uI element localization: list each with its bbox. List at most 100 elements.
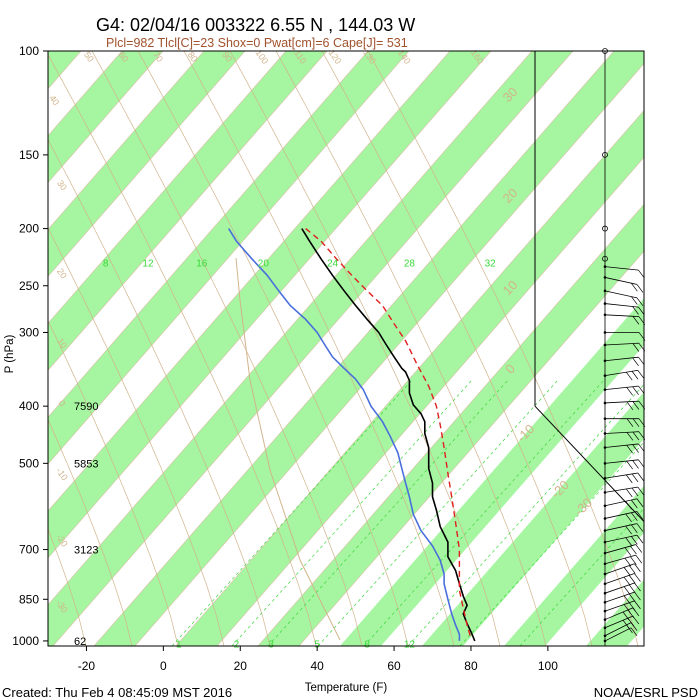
wind-dot bbox=[603, 639, 607, 643]
chart-header: G4: 02/04/16 003322 6.55 N , 144.03 W Pl… bbox=[96, 15, 415, 50]
wind-barb-flag bbox=[637, 370, 645, 379]
wind-barb-flag bbox=[634, 573, 641, 582]
axes: -20 0 20 40 60 80 1001001502002503004005007008… bbox=[12, 44, 558, 673]
wind-dot bbox=[603, 289, 607, 293]
wind-barb-flag bbox=[638, 356, 645, 366]
sounding-series bbox=[228, 228, 476, 642]
dry-adiabat-line bbox=[91, 51, 363, 646]
dry-adiabat-line bbox=[321, 51, 593, 646]
dry-adiabat-line bbox=[48, 227, 225, 646]
wind-barb-flag bbox=[631, 499, 638, 509]
dry-adiabat-line bbox=[48, 528, 87, 646]
wind-barb-flag bbox=[625, 537, 632, 546]
wind-barb-flag bbox=[626, 444, 633, 454]
mixing-ratio-label: 16 bbox=[196, 259, 208, 270]
x-tick-label: 40 bbox=[310, 659, 324, 673]
wind-barb-flag bbox=[623, 576, 631, 586]
wind-barb bbox=[604, 290, 638, 299]
isotherm-line bbox=[48, 51, 246, 277]
x-axis-label: Temperature (F) bbox=[305, 682, 388, 694]
isotherm-line bbox=[93, 51, 615, 646]
wind-dot bbox=[603, 591, 607, 595]
mixing-ratio-label: 1 bbox=[176, 639, 182, 650]
dry-adiabat-line bbox=[137, 51, 409, 646]
wind-barb-flag bbox=[630, 556, 637, 565]
wind-barb-flag bbox=[631, 296, 638, 305]
wind-barb bbox=[604, 582, 635, 594]
dry-adiabat-lines bbox=[48, 51, 639, 646]
wind-dot bbox=[603, 331, 607, 334]
y-tick-label: 500 bbox=[19, 456, 39, 470]
wind-dot bbox=[603, 302, 607, 305]
wind-barb-flag bbox=[625, 371, 633, 381]
wind-barb-flag bbox=[628, 575, 636, 584]
y-tick-label: 150 bbox=[19, 148, 39, 162]
wind-barb bbox=[604, 303, 639, 308]
isotherm-line bbox=[48, 51, 410, 465]
wind-barb-flag bbox=[637, 472, 645, 482]
wind-dot bbox=[603, 401, 607, 405]
isotherm-line bbox=[175, 110, 644, 646]
wind-barb-flag bbox=[628, 565, 636, 574]
chart-subtitle: Plcl=982 Tlcl[C]=23 Shox=0 Pwat[cm]=6 Ca… bbox=[106, 36, 408, 50]
temperature-band bbox=[340, 298, 644, 646]
wind-barb-flag bbox=[631, 487, 639, 497]
height-label: 5853 bbox=[74, 458, 98, 470]
wind-barb-flag bbox=[634, 582, 641, 592]
isotherm-line bbox=[134, 63, 644, 646]
isotherm-line bbox=[48, 51, 492, 559]
wind-barb-flag bbox=[626, 460, 633, 470]
temperature-band bbox=[94, 51, 644, 646]
wind-dot bbox=[603, 540, 607, 544]
mixing-ratio-label: 8 bbox=[364, 639, 370, 650]
y-tick-label: 250 bbox=[19, 279, 39, 293]
wind-dot bbox=[603, 491, 607, 494]
wind-barb-flag bbox=[626, 387, 633, 396]
isotherm-label: 0 bbox=[56, 398, 67, 408]
wind-barb-flag bbox=[632, 431, 640, 441]
wind-dot bbox=[603, 529, 607, 532]
wind-barb-flag bbox=[636, 284, 644, 293]
wind-barb-flag bbox=[636, 511, 644, 520]
isotherm-line bbox=[48, 51, 533, 606]
wind-barb-flag bbox=[630, 627, 638, 637]
wind-barb-flag bbox=[638, 459, 645, 469]
wind-dot bbox=[603, 634, 607, 638]
wind-barb-flag bbox=[631, 524, 638, 534]
wind-dot bbox=[603, 313, 607, 317]
isotherm-label: 70 bbox=[151, 50, 165, 64]
wind-barb-flag bbox=[637, 486, 645, 496]
wind-barb-flag bbox=[631, 536, 638, 545]
wind-dot bbox=[603, 417, 607, 420]
y-tick-label: 850 bbox=[19, 592, 39, 606]
wind-barb-flag bbox=[632, 444, 639, 453]
mixing-ratio-label: 12 bbox=[404, 639, 416, 650]
wind-barb-flag bbox=[631, 473, 639, 483]
wind-barb-flag bbox=[636, 534, 644, 544]
wind-barb-flag bbox=[625, 474, 633, 484]
wind-dot bbox=[603, 374, 607, 377]
dry-adiabat-line bbox=[48, 418, 133, 646]
wind-dot bbox=[603, 432, 607, 435]
dry-adiabat-line bbox=[235, 257, 341, 641]
wind-barb-flag bbox=[636, 498, 644, 507]
temperature-line bbox=[301, 228, 476, 642]
wind-dot bbox=[603, 551, 607, 555]
wind-barb-flag bbox=[634, 563, 641, 572]
wind-barb-flag bbox=[634, 591, 641, 601]
x-tick-label: 0 bbox=[160, 659, 167, 673]
wind-dot bbox=[603, 476, 607, 480]
wind-barb-flag bbox=[632, 343, 640, 352]
isotherm-label: 20 bbox=[55, 267, 69, 281]
isotherm-label: 30 bbox=[55, 178, 69, 192]
wind-barb-flag bbox=[631, 512, 638, 521]
wind-dot bbox=[603, 618, 607, 621]
height-label: 7590 bbox=[74, 401, 98, 413]
wind-dot bbox=[603, 609, 607, 613]
isotherm-label: 50 bbox=[82, 50, 96, 64]
mixing-ratio-label: 8 bbox=[103, 259, 109, 270]
wind-barb-flag bbox=[631, 282, 638, 292]
isotherm-line bbox=[216, 156, 644, 646]
dry-adiabat-line bbox=[183, 51, 455, 646]
